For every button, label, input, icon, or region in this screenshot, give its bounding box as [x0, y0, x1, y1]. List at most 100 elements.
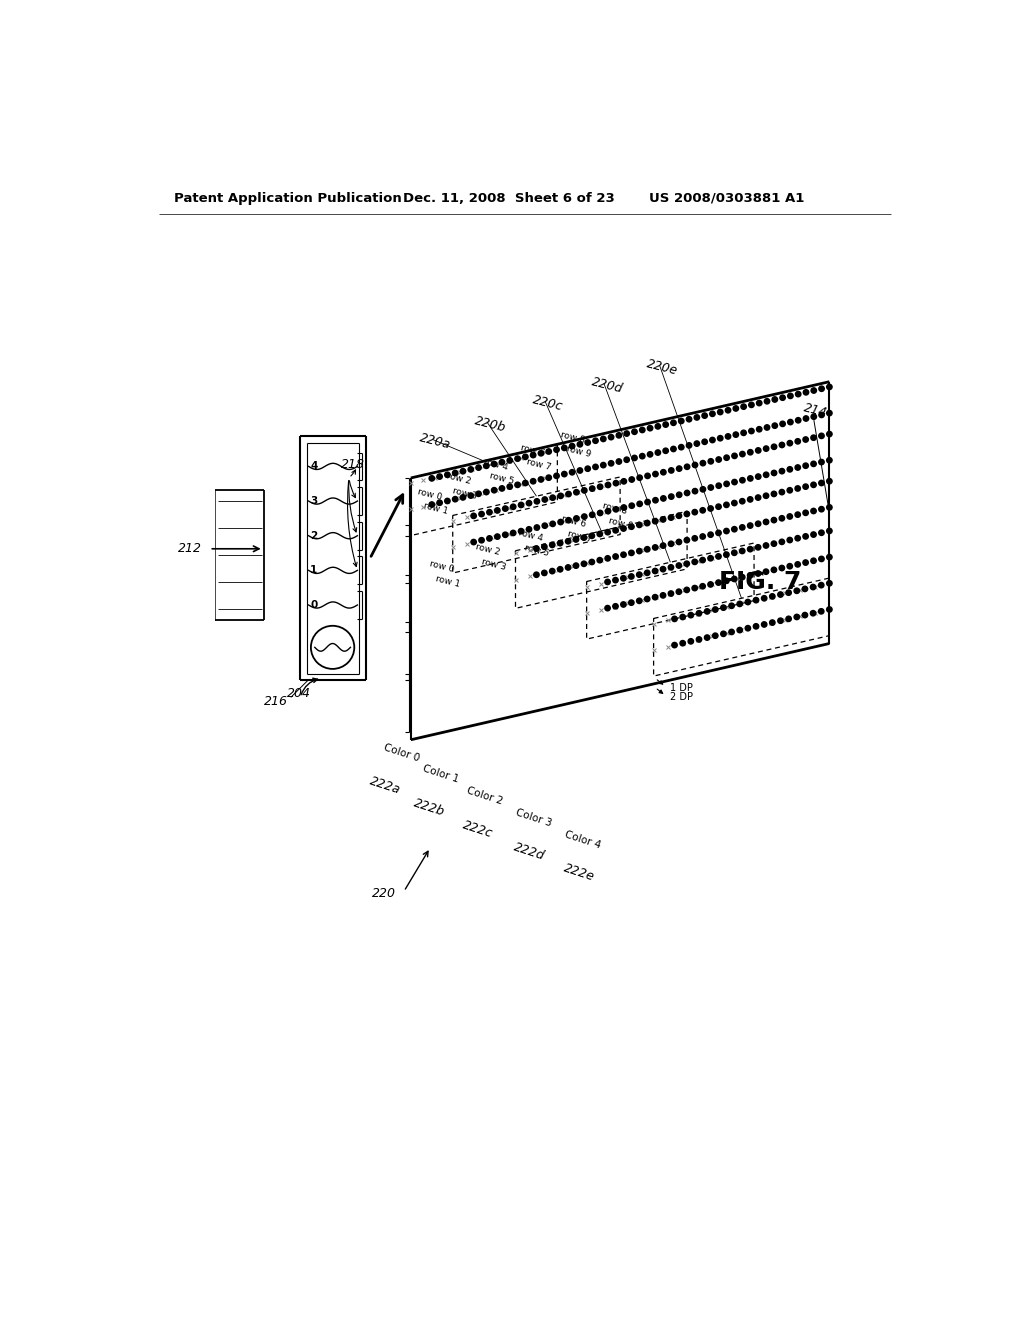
- Text: 2: 2: [310, 531, 317, 541]
- Circle shape: [700, 533, 706, 539]
- Circle shape: [515, 482, 520, 487]
- Circle shape: [713, 607, 718, 612]
- Text: Color 1: Color 1: [421, 764, 460, 785]
- Circle shape: [468, 467, 473, 473]
- Circle shape: [785, 616, 792, 622]
- Circle shape: [721, 631, 726, 636]
- Circle shape: [708, 484, 714, 490]
- Text: Color 3: Color 3: [514, 808, 553, 829]
- Circle shape: [724, 502, 729, 508]
- Text: row 9: row 9: [566, 445, 592, 459]
- Circle shape: [811, 388, 816, 393]
- Circle shape: [802, 612, 808, 618]
- Circle shape: [561, 445, 567, 450]
- Circle shape: [558, 494, 563, 499]
- Circle shape: [692, 462, 697, 467]
- Circle shape: [676, 589, 682, 594]
- Circle shape: [526, 500, 531, 506]
- Circle shape: [770, 594, 775, 599]
- Circle shape: [561, 471, 567, 477]
- Circle shape: [701, 440, 708, 445]
- Circle shape: [622, 504, 627, 511]
- Circle shape: [582, 513, 587, 519]
- Circle shape: [780, 395, 785, 400]
- Circle shape: [756, 521, 761, 527]
- Circle shape: [787, 537, 793, 543]
- Circle shape: [566, 517, 571, 523]
- Circle shape: [663, 447, 669, 454]
- Circle shape: [629, 503, 635, 508]
- Circle shape: [772, 397, 777, 403]
- Circle shape: [597, 511, 603, 516]
- Circle shape: [811, 508, 816, 513]
- Circle shape: [803, 510, 808, 516]
- Circle shape: [692, 488, 697, 494]
- Circle shape: [640, 454, 645, 459]
- Circle shape: [550, 495, 555, 500]
- Circle shape: [724, 552, 729, 557]
- Circle shape: [803, 560, 808, 565]
- Circle shape: [694, 441, 699, 446]
- Circle shape: [479, 511, 484, 516]
- Circle shape: [585, 466, 591, 471]
- Circle shape: [684, 490, 690, 496]
- Circle shape: [444, 473, 451, 478]
- Circle shape: [613, 554, 618, 560]
- Circle shape: [539, 477, 544, 482]
- Circle shape: [732, 527, 737, 532]
- Circle shape: [578, 442, 583, 447]
- Circle shape: [647, 425, 652, 430]
- Circle shape: [644, 597, 650, 602]
- Circle shape: [733, 432, 738, 437]
- Circle shape: [677, 492, 682, 498]
- Circle shape: [565, 539, 570, 544]
- Circle shape: [771, 568, 776, 573]
- Circle shape: [771, 491, 776, 496]
- Circle shape: [652, 594, 657, 599]
- Circle shape: [724, 528, 729, 533]
- Circle shape: [644, 520, 650, 525]
- Circle shape: [737, 601, 742, 607]
- Circle shape: [716, 504, 721, 510]
- Circle shape: [644, 546, 650, 552]
- Circle shape: [495, 508, 500, 513]
- Circle shape: [741, 404, 746, 409]
- Circle shape: [686, 417, 692, 422]
- Circle shape: [826, 554, 833, 560]
- Circle shape: [818, 609, 824, 614]
- Circle shape: [779, 442, 784, 447]
- Text: 4: 4: [310, 462, 317, 471]
- Circle shape: [716, 553, 721, 560]
- Circle shape: [621, 525, 627, 531]
- Circle shape: [700, 487, 706, 492]
- Circle shape: [566, 491, 571, 496]
- Circle shape: [739, 451, 745, 457]
- Circle shape: [811, 461, 816, 466]
- Circle shape: [748, 523, 753, 528]
- Circle shape: [468, 492, 473, 498]
- Circle shape: [803, 389, 809, 395]
- Circle shape: [725, 408, 731, 413]
- Circle shape: [796, 417, 801, 422]
- Circle shape: [647, 451, 652, 457]
- Circle shape: [605, 529, 610, 535]
- Circle shape: [492, 461, 497, 467]
- Circle shape: [684, 561, 689, 566]
- Circle shape: [724, 482, 729, 487]
- Circle shape: [557, 566, 563, 572]
- Circle shape: [748, 450, 753, 455]
- Circle shape: [593, 465, 598, 470]
- Circle shape: [739, 548, 744, 553]
- Circle shape: [676, 562, 682, 568]
- Circle shape: [771, 517, 776, 523]
- Circle shape: [795, 536, 801, 541]
- Circle shape: [787, 487, 793, 492]
- Text: row 3: row 3: [452, 486, 478, 500]
- Circle shape: [724, 578, 729, 583]
- Circle shape: [756, 545, 761, 550]
- Circle shape: [672, 616, 677, 622]
- Circle shape: [573, 516, 580, 521]
- Circle shape: [550, 569, 555, 574]
- Circle shape: [796, 392, 801, 397]
- Circle shape: [718, 436, 723, 441]
